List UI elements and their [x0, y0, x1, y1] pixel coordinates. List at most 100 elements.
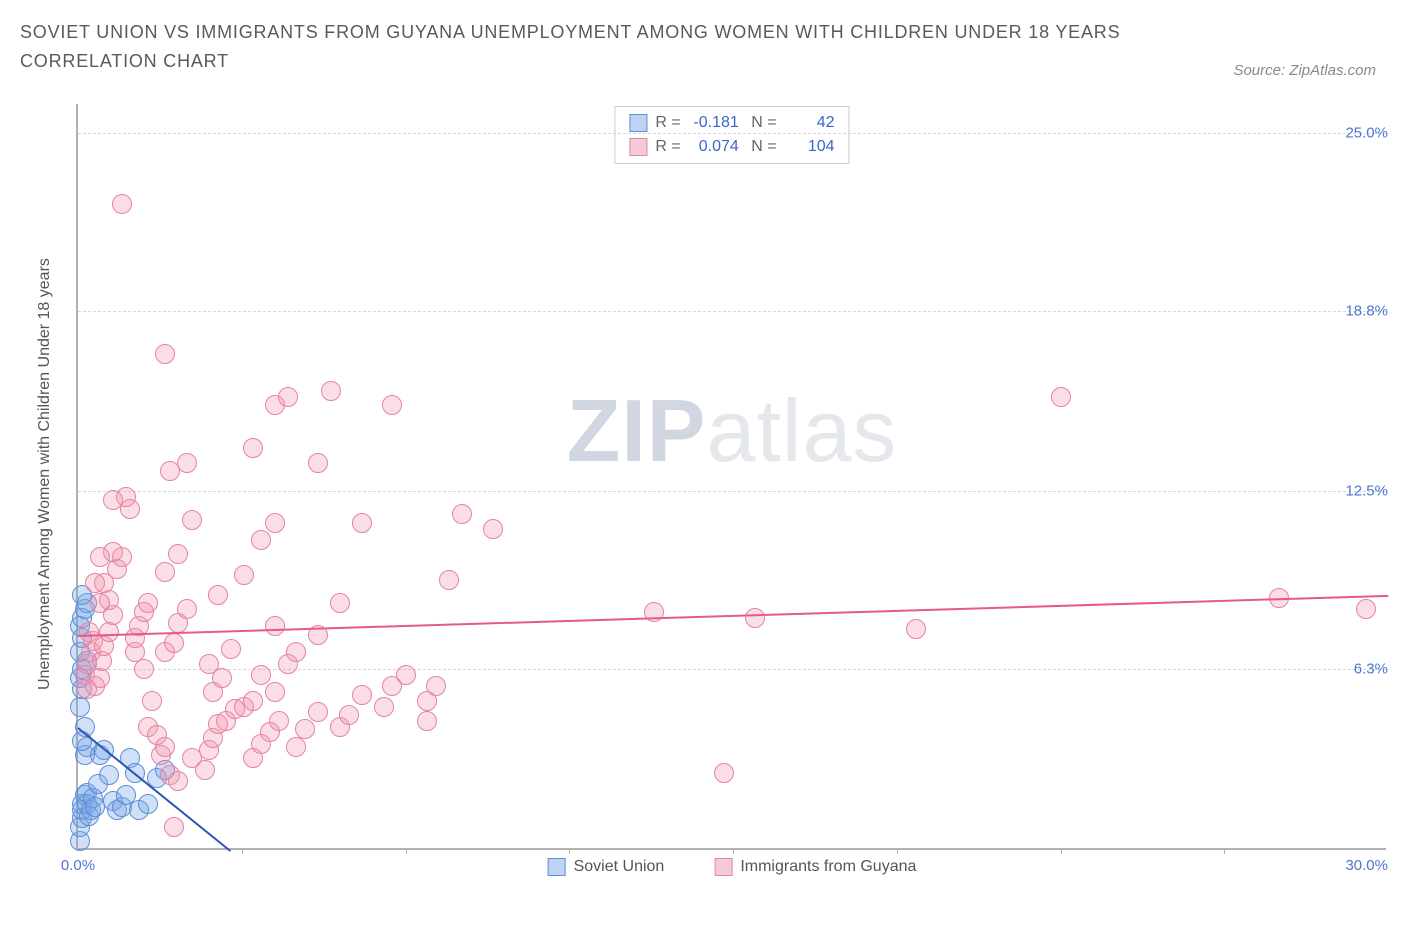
chart-title-line1: SOVIET UNION VS IMMIGRANTS FROM GUYANA U…: [20, 18, 1386, 47]
data-point: [308, 702, 328, 722]
watermark-rest: atlas: [707, 381, 898, 480]
data-point: [906, 619, 926, 639]
data-point: [134, 659, 154, 679]
data-point: [330, 593, 350, 613]
data-point: [295, 719, 315, 739]
legend-item: Soviet Union: [548, 858, 665, 876]
data-point: [221, 639, 241, 659]
data-point: [103, 490, 123, 510]
data-point: [99, 622, 119, 642]
chart-title-block: SOVIET UNION VS IMMIGRANTS FROM GUYANA U…: [0, 0, 1406, 76]
watermark-bold: ZIP: [567, 381, 707, 480]
data-point: [374, 697, 394, 717]
data-point: [352, 685, 372, 705]
data-point: [164, 817, 184, 837]
data-point: [396, 665, 416, 685]
stats-row: R =-0.181 N =42: [629, 111, 834, 135]
stat-n-value: 42: [785, 111, 835, 135]
stat-r-label: R =: [655, 111, 680, 135]
gridline-h: [78, 491, 1386, 492]
data-point: [321, 381, 341, 401]
series-swatch: [629, 138, 647, 156]
data-point: [155, 737, 175, 757]
data-point: [269, 711, 289, 731]
stats-legend-box: R = -0.181 N = 42R = 0.074 N = 104: [614, 106, 849, 164]
data-point: [138, 593, 158, 613]
x-tick-mark: [1224, 848, 1225, 854]
source-attribution: Source: ZipAtlas.com: [1233, 62, 1376, 79]
gridline-h: [78, 133, 1386, 134]
data-point: [243, 438, 263, 458]
data-point: [265, 682, 285, 702]
data-point: [452, 504, 472, 524]
plot-region: ZIPatlas R =-0.181 N =42R =0.074 N =104 …: [76, 104, 1386, 850]
data-point: [208, 585, 228, 605]
legend-label: Soviet Union: [574, 858, 665, 876]
data-point: [382, 395, 402, 415]
stat-r-value: 0.074: [689, 135, 739, 159]
legend-label: Immigrants from Guyana: [740, 858, 916, 876]
x-tick-mark: [1061, 848, 1062, 854]
x-tick-mark: [897, 848, 898, 854]
data-point: [1051, 387, 1071, 407]
data-point: [168, 771, 188, 791]
chart-area: Unemployment Among Women with Children U…: [50, 104, 1386, 880]
x-tick-mark: [569, 848, 570, 854]
stat-r-value: -0.181: [689, 111, 739, 135]
data-point: [70, 697, 90, 717]
legend-bottom: Soviet Union Immigrants from Guyana: [548, 858, 917, 876]
y-tick-label: 18.8%: [1339, 302, 1388, 319]
data-point: [90, 668, 110, 688]
data-point: [339, 705, 359, 725]
data-point: [265, 513, 285, 533]
data-point: [155, 344, 175, 364]
data-point: [164, 633, 184, 653]
stat-n-label: N =: [747, 135, 777, 159]
gridline-h: [78, 669, 1386, 670]
data-point: [1356, 599, 1376, 619]
data-point: [745, 608, 765, 628]
data-point: [138, 794, 158, 814]
watermark: ZIPatlas: [567, 380, 898, 482]
data-point: [286, 737, 306, 757]
chart-title-line2: CORRELATION CHART: [20, 47, 1386, 76]
data-point: [177, 599, 197, 619]
y-tick-label: 25.0%: [1339, 124, 1388, 141]
data-point: [234, 565, 254, 585]
data-point: [199, 654, 219, 674]
stats-row: R = 0.074 N = 104: [629, 135, 834, 159]
data-point: [195, 760, 215, 780]
data-point: [90, 547, 110, 567]
gridline-h: [78, 311, 1386, 312]
y-tick-label: 12.5%: [1339, 483, 1388, 500]
data-point: [99, 765, 119, 785]
y-axis-label: Unemployment Among Women with Children U…: [36, 194, 54, 754]
x-tick-label: 30.0%: [1345, 857, 1388, 874]
x-tick-mark: [733, 848, 734, 854]
data-point: [251, 665, 271, 685]
data-point: [278, 387, 298, 407]
x-tick-mark: [242, 848, 243, 854]
data-point: [155, 562, 175, 582]
stat-r-label: R =: [655, 135, 680, 159]
y-tick-label: 6.3%: [1348, 661, 1388, 678]
data-point: [243, 691, 263, 711]
legend-swatch: [714, 858, 732, 876]
data-point: [90, 593, 110, 613]
stat-n-value: 104: [785, 135, 835, 159]
legend-item: Immigrants from Guyana: [714, 858, 916, 876]
data-point: [483, 519, 503, 539]
data-point: [182, 510, 202, 530]
data-point: [265, 616, 285, 636]
data-point: [142, 691, 162, 711]
data-point: [417, 711, 437, 731]
data-point: [286, 642, 306, 662]
data-point: [168, 544, 188, 564]
data-point: [251, 530, 271, 550]
series-swatch: [629, 114, 647, 132]
data-point: [308, 453, 328, 473]
data-point: [85, 573, 105, 593]
legend-swatch: [548, 858, 566, 876]
x-tick-mark: [406, 848, 407, 854]
data-point: [714, 763, 734, 783]
